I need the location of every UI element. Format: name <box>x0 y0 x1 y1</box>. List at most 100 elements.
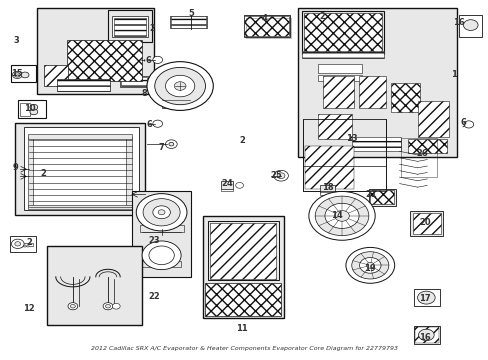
Circle shape <box>168 142 173 146</box>
Bar <box>369 190 393 204</box>
Bar <box>114 18 146 36</box>
Circle shape <box>366 262 373 268</box>
Text: 16: 16 <box>452 18 464 27</box>
Circle shape <box>273 170 288 181</box>
Bar <box>166 92 193 101</box>
Circle shape <box>142 241 181 270</box>
Bar <box>37 8 154 94</box>
Bar <box>27 205 132 209</box>
Bar <box>23 245 26 247</box>
Circle shape <box>235 183 243 188</box>
Circle shape <box>105 305 110 308</box>
Text: 14: 14 <box>330 211 342 220</box>
Bar <box>243 15 289 37</box>
Circle shape <box>334 211 348 221</box>
Circle shape <box>153 56 162 63</box>
Bar <box>126 137 132 207</box>
Bar <box>317 64 361 73</box>
Bar <box>320 185 334 193</box>
Text: 2: 2 <box>41 169 46 178</box>
Circle shape <box>165 75 194 97</box>
Circle shape <box>12 71 22 78</box>
Bar <box>400 138 436 177</box>
Circle shape <box>418 329 433 341</box>
Bar <box>170 16 206 28</box>
Circle shape <box>30 104 38 110</box>
Bar <box>161 100 189 108</box>
Circle shape <box>68 303 78 310</box>
Bar <box>27 134 132 139</box>
Circle shape <box>11 239 24 248</box>
Text: 7: 7 <box>159 143 164 152</box>
Bar <box>304 13 381 52</box>
Text: 22: 22 <box>148 292 160 301</box>
Text: 16: 16 <box>418 333 430 342</box>
Bar <box>320 192 334 195</box>
Bar <box>413 326 439 344</box>
Bar <box>121 77 147 86</box>
Circle shape <box>359 257 380 273</box>
Circle shape <box>155 67 205 105</box>
Text: 6: 6 <box>460 118 466 127</box>
Bar <box>15 123 144 215</box>
Bar <box>221 189 233 192</box>
Bar <box>43 64 68 86</box>
Bar <box>302 12 383 54</box>
Bar <box>120 76 148 87</box>
Bar <box>414 327 438 343</box>
Bar <box>409 211 443 235</box>
Bar <box>417 101 448 137</box>
Text: 18: 18 <box>321 183 332 192</box>
Circle shape <box>103 303 113 310</box>
Bar <box>112 16 148 37</box>
Circle shape <box>30 109 38 115</box>
Bar <box>303 119 385 191</box>
Bar <box>132 191 190 277</box>
Circle shape <box>147 62 213 111</box>
Text: 23: 23 <box>148 237 160 246</box>
Circle shape <box>112 303 120 309</box>
Text: 17: 17 <box>418 294 430 303</box>
Circle shape <box>351 252 388 279</box>
Bar <box>458 15 482 37</box>
Bar <box>108 10 152 42</box>
Bar <box>407 139 446 153</box>
Text: 4: 4 <box>261 14 266 23</box>
Text: 15: 15 <box>11 69 22 78</box>
Text: 2: 2 <box>26 238 32 247</box>
Bar <box>18 100 46 118</box>
Circle shape <box>15 242 20 246</box>
Bar <box>413 289 439 306</box>
Bar <box>412 213 440 234</box>
Bar <box>358 76 385 108</box>
Text: 1: 1 <box>450 70 456 79</box>
Bar <box>305 146 353 189</box>
Bar <box>298 8 456 157</box>
Bar <box>205 283 281 316</box>
Text: 5: 5 <box>187 9 193 18</box>
Circle shape <box>153 120 162 127</box>
Bar <box>210 223 276 279</box>
Circle shape <box>308 192 374 240</box>
Bar <box>221 181 233 189</box>
Text: 26: 26 <box>416 149 427 158</box>
Circle shape <box>174 82 185 90</box>
Text: 2: 2 <box>149 24 155 33</box>
Circle shape <box>417 291 434 304</box>
Text: 2012 Cadillac SRX A/C Evaporator & Heater Components Evaporator Core Diagram for: 2012 Cadillac SRX A/C Evaporator & Heate… <box>91 346 397 351</box>
Text: 20: 20 <box>418 218 430 227</box>
Text: 8: 8 <box>142 89 147 98</box>
Text: 24: 24 <box>221 179 233 188</box>
Circle shape <box>315 196 368 235</box>
Bar <box>24 127 139 211</box>
Circle shape <box>345 247 394 283</box>
Circle shape <box>143 199 180 226</box>
Circle shape <box>136 194 186 231</box>
Circle shape <box>165 140 177 148</box>
Bar <box>66 40 142 81</box>
Bar <box>351 137 400 151</box>
Text: 6: 6 <box>145 57 151 66</box>
Text: 9: 9 <box>12 163 18 172</box>
Bar <box>19 243 33 246</box>
Circle shape <box>463 121 473 128</box>
